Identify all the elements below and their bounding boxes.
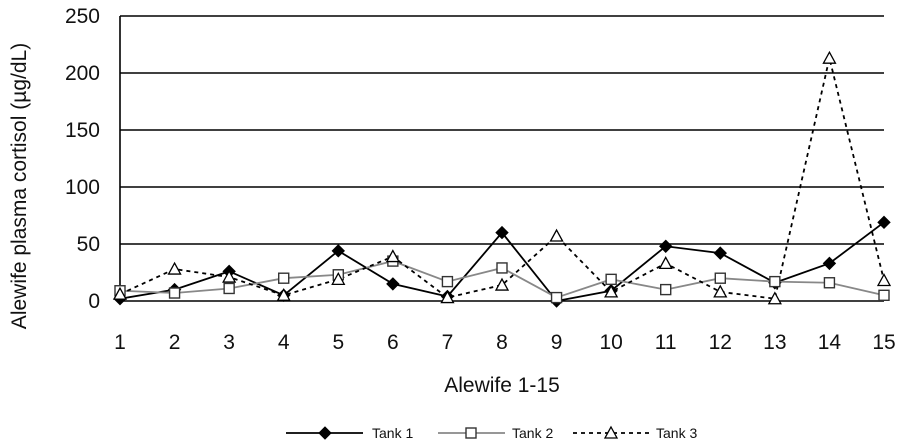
- data-point: [823, 277, 836, 289]
- data-point: [331, 244, 345, 258]
- y-tick-label: 100: [65, 176, 100, 199]
- data-point: [876, 273, 892, 287]
- x-tick-label: 1: [114, 331, 126, 354]
- x-tick-label: 15: [872, 331, 895, 354]
- gridlines: [120, 15, 884, 245]
- data-point: [878, 289, 890, 301]
- legend-label-tank-3: Tank 3: [656, 425, 697, 441]
- y-tick-label: 250: [65, 5, 100, 28]
- data-point: [168, 287, 181, 299]
- data-point: [331, 271, 346, 285]
- data-point: [494, 277, 510, 291]
- y-tick-label: 50: [77, 233, 100, 256]
- y-tick-label: 0: [88, 290, 100, 313]
- data-point: [167, 261, 182, 275]
- legend-label-tank-2: Tank 2: [512, 425, 553, 441]
- data-point: [441, 275, 454, 288]
- data-point: [660, 283, 672, 296]
- data-point: [604, 284, 619, 298]
- x-tick-label: 3: [223, 331, 235, 354]
- data-point: [223, 282, 235, 295]
- x-tick-label: 4: [278, 331, 290, 354]
- x-tick-label: 6: [387, 331, 399, 354]
- data-point: [605, 273, 617, 286]
- legend-marker-tank-3: [603, 425, 619, 439]
- x-tick-label: 9: [551, 331, 563, 354]
- data-point: [386, 277, 400, 291]
- data-point: [822, 50, 837, 64]
- x-tick-label: 5: [332, 331, 344, 354]
- data-point: [222, 269, 237, 283]
- x-tick-label: 11: [655, 331, 677, 354]
- data-point: [769, 275, 781, 288]
- y-tick-label: 150: [65, 119, 100, 142]
- x-axis-title: Alewife 1-15: [444, 374, 560, 397]
- data-point: [385, 249, 400, 263]
- data-point: [276, 287, 291, 301]
- data-point: [550, 291, 563, 304]
- x-tick-label: 13: [763, 331, 786, 354]
- x-tick-label: 7: [442, 331, 454, 354]
- data-point: [112, 286, 128, 300]
- data-point: [495, 225, 509, 240]
- legend: Tank 1 Tank 2 Tank 3: [286, 425, 697, 441]
- data-point: [496, 262, 508, 274]
- data-point: [767, 291, 782, 305]
- x-tick-label: 10: [599, 331, 622, 354]
- data-point: [440, 290, 455, 304]
- legend-label-tank-1: Tank 1: [372, 425, 413, 441]
- data-point: [822, 256, 837, 271]
- data-point: [549, 228, 564, 242]
- data-point: [659, 239, 673, 253]
- y-tick-label: 200: [65, 62, 100, 85]
- data-point: [278, 272, 290, 284]
- data-point: [658, 256, 673, 270]
- x-tick-label: 8: [496, 331, 508, 354]
- axes: [119, 16, 884, 302]
- x-tick-label: 2: [169, 331, 181, 354]
- data-point: [877, 215, 891, 230]
- x-tick-label: 14: [818, 331, 842, 354]
- y-axis-title: Alewife plasma cortisol (µg/dL): [8, 43, 31, 329]
- legend-marker-tank-2: [465, 427, 477, 439]
- series-markers: [112, 50, 892, 308]
- x-tick-label: 12: [709, 331, 732, 354]
- data-point: [713, 284, 728, 298]
- legend-marker-tank-1: [318, 426, 332, 440]
- data-point: [714, 272, 726, 284]
- data-point: [713, 246, 727, 260]
